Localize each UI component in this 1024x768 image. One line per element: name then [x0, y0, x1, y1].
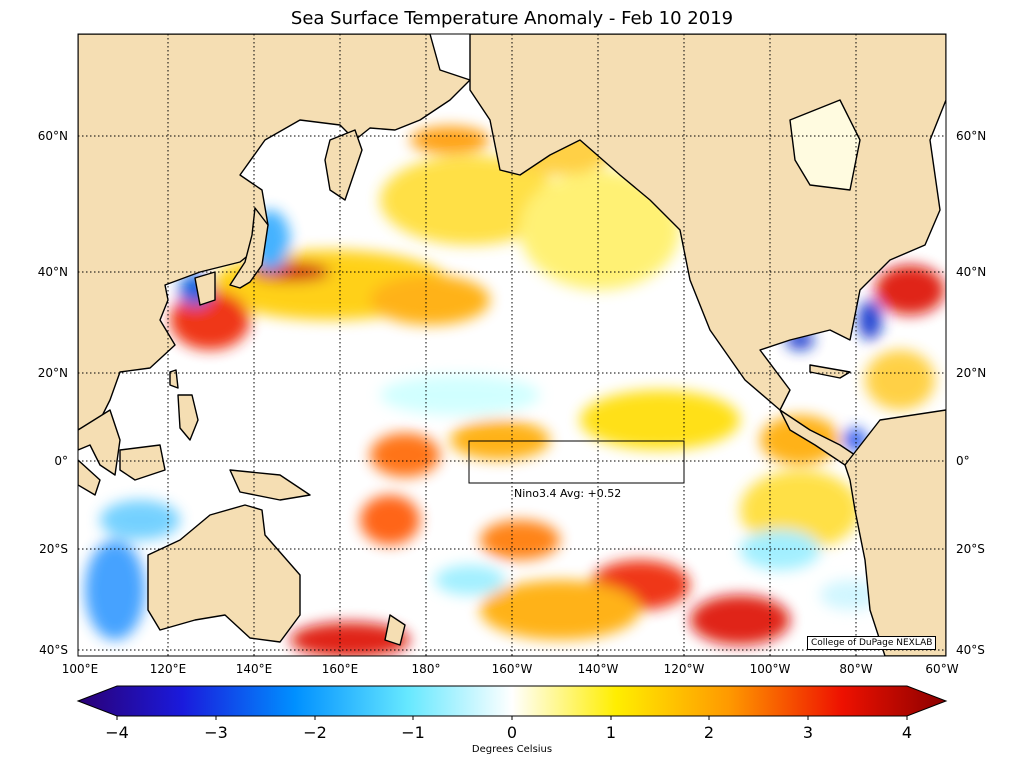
landmasses: [78, 34, 946, 656]
hudson-bay: [789, 99, 861, 191]
lon-label: 100°E: [62, 662, 99, 676]
indochina: [78, 409, 121, 476]
lon-label: 80°W: [839, 662, 872, 676]
japan: [229, 207, 269, 289]
lon-label: 160°W: [492, 662, 533, 676]
lon-label: 140°E: [236, 662, 273, 676]
lat-label: 40°N: [38, 265, 68, 279]
lon-label: 180°: [412, 662, 441, 676]
lon-labels: 100°E 120°E 140°E 160°E 180° 160°W 140°W…: [62, 662, 959, 676]
philippines: [177, 394, 199, 441]
asia-land: [78, 34, 471, 431]
lat-label: 20°N: [956, 366, 986, 380]
lat-label: 0°: [54, 454, 68, 468]
lon-label: 60°W: [925, 662, 958, 676]
colorbar-bar: [76, 685, 948, 717]
lat-label: 40°S: [39, 643, 68, 657]
colorbar-ticks: [116, 716, 908, 720]
lon-label: 100°W: [750, 662, 791, 676]
lat-labels-left: 60°N 40°N 20°N 0° 20°S 40°S: [38, 129, 68, 657]
colorbar-tick-label: 3: [803, 723, 813, 742]
colorbar-tick-label: −4: [105, 723, 129, 742]
borneo: [119, 444, 166, 481]
nino34-label: Nino3.4 Avg: +0.52: [514, 487, 621, 500]
colorbar-tick-label: 0: [507, 723, 517, 742]
colorbar-tick-label: 1: [606, 723, 616, 742]
taiwan: [169, 369, 179, 389]
lat-label: 20°N: [38, 366, 68, 380]
lon-label: 140°W: [578, 662, 619, 676]
sumatra: [78, 459, 101, 496]
lon-label: 120°E: [150, 662, 187, 676]
colorbar: −4 −3 −2 −1 0 1 2 3 4: [76, 685, 948, 742]
new-guinea: [229, 469, 311, 501]
lon-label: 160°E: [322, 662, 359, 676]
credit-label: College of DuPage NEXLAB: [807, 636, 937, 650]
colorbar-tick-label: 4: [902, 723, 912, 742]
lat-label: 60°N: [38, 129, 68, 143]
lat-label: 40°N: [956, 265, 986, 279]
colorbar-label: Degrees Celsius: [471, 744, 553, 755]
lat-label: 60°N: [956, 129, 986, 143]
nino34-box: [468, 440, 685, 484]
graticule: [78, 34, 946, 656]
lat-label: 40°S: [956, 643, 985, 657]
lat-label: 20°S: [956, 542, 985, 556]
map-title: Sea Surface Temperature Anomaly - Feb 10…: [290, 8, 734, 29]
australia: [147, 504, 301, 643]
colorbar-tick-label: −3: [204, 723, 228, 742]
kamchatka: [324, 129, 363, 201]
colorbar-tick-label: −2: [303, 723, 327, 742]
south-america: [844, 409, 946, 656]
lat-label: 20°S: [39, 542, 68, 556]
new-zealand: [384, 614, 406, 646]
colorbar-tick-label: 2: [704, 723, 714, 742]
lat-labels-right: 60°N 40°N 20°N 0° 20°S 40°S: [956, 129, 986, 657]
lon-label: 120°W: [664, 662, 705, 676]
korea: [194, 271, 216, 306]
colorbar-tick-label: −1: [401, 723, 425, 742]
cuba: [809, 364, 851, 379]
map-frame: [77, 33, 947, 657]
lat-label: 0°: [956, 454, 970, 468]
